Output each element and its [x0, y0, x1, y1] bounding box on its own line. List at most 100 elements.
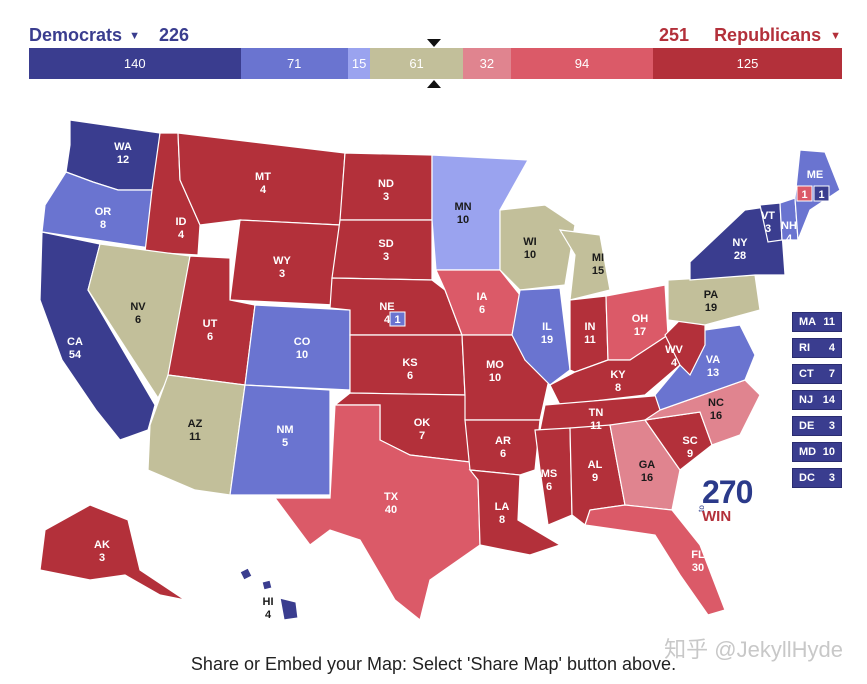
small-state-de[interactable]: DE 3 [792, 416, 842, 436]
state-ar[interactable] [464, 419, 541, 476]
state-label-sd: SD 3 [378, 238, 393, 263]
small-state-abbr: DC [799, 472, 815, 484]
state-label-mo: MO 10 [486, 359, 504, 384]
bar-segment-0: 140 [29, 48, 241, 79]
state-nc[interactable] [644, 379, 761, 446]
republicans-label[interactable]: Republicans [714, 25, 822, 45]
state-label-la: LA 8 [495, 501, 510, 526]
state-label-az: AZ 11 [188, 418, 203, 443]
chevron-down-icon[interactable]: ▼ [830, 30, 841, 42]
state-label-oh: OH 17 [632, 313, 649, 338]
chevron-down-icon[interactable]: ▼ [129, 30, 140, 42]
state-label-co: CO 10 [294, 336, 311, 361]
state-label-hi: HI 4 [263, 596, 274, 621]
state-label-ny: NY 28 [732, 237, 748, 262]
state-label-tx: TX 40 [384, 491, 399, 516]
state-label-vt: VT 3 [761, 210, 775, 235]
bar-segment-2: 15 [347, 48, 371, 79]
democrats-label[interactable]: Democrats [29, 25, 123, 45]
state-label-mt: MT 4 [255, 171, 271, 196]
small-state-abbr: CT [799, 368, 814, 380]
small-state-ct[interactable]: CT 7 [792, 364, 842, 384]
state-label-id: ID 4 [176, 216, 187, 241]
small-state-ev: 14 [822, 394, 835, 406]
small-state-md[interactable]: MD 10 [792, 442, 842, 462]
state-ga[interactable] [609, 419, 681, 511]
state-wi[interactable] [499, 204, 576, 291]
state-nm[interactable] [229, 384, 331, 496]
state-label-wa: WA 12 [114, 141, 132, 166]
me-cd2-badge-label: 1 [801, 189, 807, 201]
small-state-dc[interactable]: DC 3 [792, 468, 842, 488]
state-ak[interactable] [39, 504, 186, 601]
small-state-abbr: NJ [799, 394, 814, 406]
state-label-sc: SC 9 [682, 435, 697, 460]
me-cd2-badge[interactable] [796, 185, 813, 202]
state-tx[interactable] [273, 404, 481, 622]
state-label-va: VA 13 [706, 354, 721, 379]
small-state-abbr: MD [799, 446, 817, 458]
small-state-ev: 7 [828, 368, 835, 380]
state-label-mn: MN 10 [454, 201, 471, 226]
bar-segment-1: 71 [240, 48, 348, 79]
bar-segment-4: 32 [462, 48, 511, 79]
state-label-wv: WV 4 [665, 344, 683, 369]
logo-win: WIN [702, 508, 732, 525]
270towin-logo: 270 to WIN [697, 474, 762, 525]
state-ny[interactable] [689, 204, 786, 281]
state-label-wi: WI 10 [523, 236, 536, 261]
state-label-tn: TN 11 [589, 407, 604, 432]
state-label-ar: AR 6 [495, 435, 511, 460]
share-map-text: Share or Embed your Map: Select 'Share M… [190, 654, 677, 674]
state-fl[interactable] [584, 504, 726, 616]
state-mi[interactable] [558, 229, 611, 301]
state-label-il: IL 19 [541, 321, 553, 346]
state-label-ca: CA 54 [67, 336, 83, 361]
small-state-ev: 3 [828, 420, 835, 432]
small-state-abbr: MA [799, 316, 817, 328]
state-label-ks: KS 6 [402, 357, 417, 382]
state-ms[interactable] [534, 427, 573, 526]
democrats-count: 226 [158, 25, 190, 45]
small-state-ev: 11 [823, 316, 835, 328]
state-label-in: IN 11 [584, 321, 596, 346]
small-state-ri[interactable]: RI 4 [792, 338, 842, 358]
state-sd[interactable] [331, 219, 433, 281]
me-statewide-label: 2 [787, 189, 793, 201]
state-label-ut: UT 6 [203, 318, 218, 343]
ne-cd2-badge-label: 1 [394, 314, 400, 326]
bar-segment-3: 61 [370, 48, 463, 79]
state-label-wy: WY 3 [273, 255, 291, 280]
small-state-abbr: RI [799, 342, 810, 354]
small-state-ev: 3 [828, 472, 835, 484]
logo-number: 270 [702, 474, 753, 510]
state-label-fl: FL 30 [691, 549, 705, 574]
header: Democrats ▼ 226 251 Republicans ▼ [29, 22, 841, 48]
democrats-summary[interactable]: Democrats ▼ 226 [29, 25, 189, 46]
republicans-count: 251 [659, 25, 690, 45]
small-state-ev: 4 [828, 342, 835, 354]
small-state-nj[interactable]: NJ 14 [792, 390, 842, 410]
state-label-ky: KY 8 [610, 369, 626, 394]
state-label-me: ME [807, 169, 824, 181]
small-state-ma[interactable]: MA 11 [792, 312, 842, 332]
bar-segment-6: 125 [653, 48, 842, 79]
majority-marker-bottom-icon [427, 80, 441, 88]
state-label-or: OR 8 [95, 206, 112, 231]
small-state-abbr: DE [799, 420, 815, 432]
state-la[interactable] [468, 469, 562, 556]
state-label-nd: ND 3 [378, 178, 394, 203]
me-cd1-badge-label: 1 [818, 189, 824, 201]
me-cd1-badge[interactable] [813, 185, 830, 202]
state-label-nh: NH 4 [781, 220, 797, 245]
state-label-nm: NM 5 [276, 424, 293, 449]
state-hi[interactable] [239, 567, 299, 621]
electoral-vote-bar: 140 71 15 61 32 94 125 [29, 48, 842, 79]
state-label-ga: GA 16 [639, 459, 656, 484]
state-label-mi: MI 15 [592, 252, 604, 277]
republicans-summary[interactable]: 251 Republicans ▼ [659, 25, 841, 46]
state-label-ok: OK 7 [414, 417, 431, 442]
ne-cd2-badge[interactable] [389, 311, 406, 327]
watermark: 知乎 @JekyllHyde [664, 637, 843, 662]
